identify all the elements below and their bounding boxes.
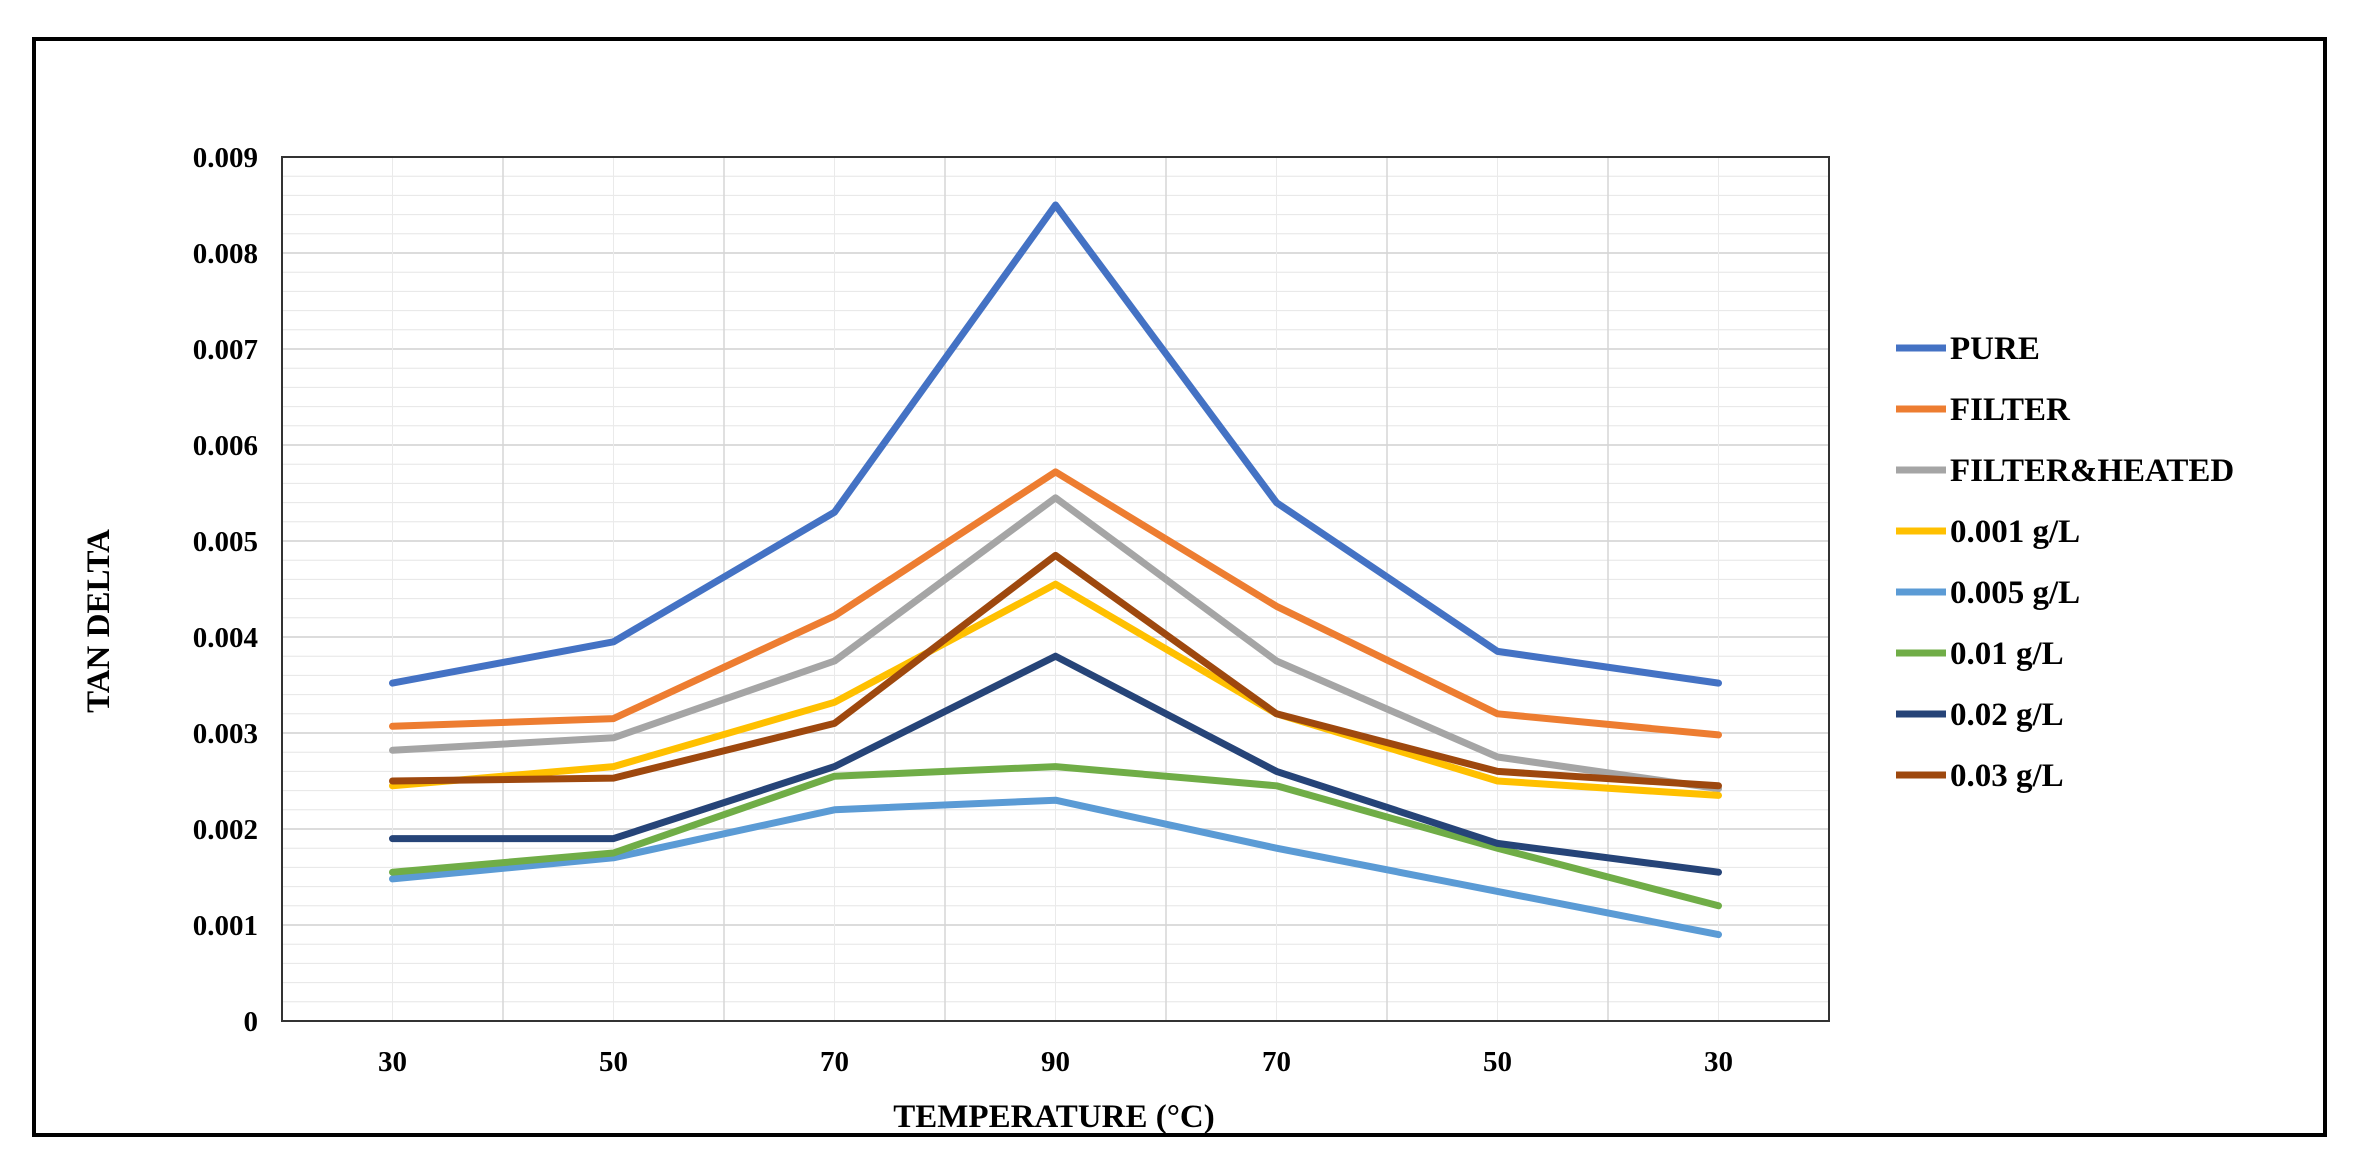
- y-tick-label: 0.008: [193, 238, 258, 270]
- legend-label: PURE: [1950, 331, 2040, 367]
- x-axis-title: TEMPERATURE (°C): [893, 1099, 1215, 1133]
- series-line-1: [389, 201, 1722, 687]
- y-tick-label: 0.002: [193, 814, 258, 846]
- legend-label: 0.02 g/L: [1950, 697, 2064, 733]
- chart-svg: 0 0.001 0.002 0.003 0.004 0.005 0.006 0.007 0.00…: [81, 142, 2234, 1133]
- y-tick-label: 0.004: [193, 622, 258, 654]
- series-line-8: [389, 551, 1722, 790]
- chart-frame: 0 0.001 0.002 0.003 0.004 0.005 0.006 0.007 0.00…: [32, 37, 2327, 1137]
- plot-area-border: [281, 156, 1830, 1022]
- legend: PURE FILTER FILTER&HEATED 0.001 g/L 0.005 g/…: [1896, 331, 2234, 794]
- series-line-2: [389, 468, 1722, 739]
- y-tick-label: 0.009: [193, 142, 258, 174]
- series-line-7: [389, 652, 1722, 876]
- x-tick-label: 70: [820, 1046, 849, 1078]
- legend-label: FILTER&HEATED: [1950, 453, 2234, 489]
- x-tick-label: 90: [1041, 1046, 1070, 1078]
- gridlines: [281, 156, 1830, 1022]
- y-tick-label: 0.007: [193, 334, 258, 366]
- y-tick-labels: 0 0.001 0.002 0.003 0.004 0.005 0.006 0.007 0.00…: [193, 142, 258, 1038]
- y-tick-label: 0: [244, 1006, 259, 1038]
- y-tick-label: 0.006: [193, 430, 258, 462]
- x-tick-label: 30: [1704, 1046, 1733, 1078]
- x-tick-labels: 30 50 70 90 70 50 30: [378, 1046, 1733, 1078]
- x-tick-label: 50: [599, 1046, 628, 1078]
- y-tick-label: 0.003: [193, 718, 258, 750]
- series-lines: [389, 201, 1722, 939]
- series-line-4: [389, 580, 1722, 799]
- y-tick-label: 0.005: [193, 526, 258, 558]
- legend-label: FILTER: [1950, 392, 2071, 428]
- legend-label: 0.005 g/L: [1950, 575, 2080, 611]
- series-line-3: [389, 494, 1722, 793]
- series-line-5: [389, 796, 1722, 939]
- x-tick-label: 70: [1262, 1046, 1291, 1078]
- legend-label: 0.001 g/L: [1950, 514, 2080, 550]
- y-tick-label: 0.001: [193, 910, 258, 942]
- legend-label: 0.01 g/L: [1950, 636, 2064, 672]
- x-tick-label: 50: [1483, 1046, 1512, 1078]
- x-tick-label: 30: [378, 1046, 407, 1078]
- series-line-6: [389, 763, 1722, 910]
- y-axis-title: TAN DELTA: [81, 529, 117, 713]
- legend-label: 0.03 g/L: [1950, 758, 2064, 794]
